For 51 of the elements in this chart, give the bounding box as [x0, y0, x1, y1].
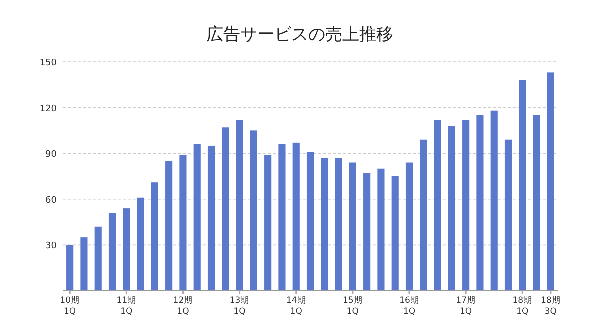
x-tick-label: 11期 1Q — [116, 295, 137, 317]
bar — [321, 158, 328, 291]
bar — [476, 115, 484, 291]
bar — [80, 238, 88, 291]
bar — [490, 110, 498, 291]
bar — [448, 126, 456, 291]
x-tick-label: 17期 1Q — [456, 295, 476, 317]
bar — [151, 182, 158, 291]
x-tick-label: 10期 1Q — [60, 295, 80, 317]
bar — [236, 120, 244, 291]
bar — [462, 120, 470, 291]
bar — [264, 155, 272, 291]
bar — [547, 72, 554, 291]
bar — [194, 144, 201, 291]
bar — [519, 80, 526, 291]
bar — [406, 162, 414, 291]
bar — [378, 168, 385, 291]
bar — [222, 128, 230, 291]
bar — [292, 142, 300, 291]
bar — [504, 140, 512, 291]
bar — [250, 130, 258, 291]
chart-title: 広告サービスの売上推移 — [206, 25, 394, 45]
x-tick-label: 14期 1Q — [286, 295, 306, 317]
bar — [306, 152, 314, 291]
bar — [66, 245, 74, 291]
y-tick-label: 30 — [46, 242, 58, 252]
y-tick-label: 120 — [40, 104, 58, 114]
bar — [392, 176, 399, 291]
bar — [180, 155, 187, 291]
bar — [364, 173, 371, 291]
y-tick-label: 90 — [46, 150, 58, 160]
bar — [166, 161, 173, 291]
bar — [278, 144, 286, 291]
bar — [434, 120, 442, 291]
bar — [335, 158, 342, 291]
y-tick-label: 150 — [40, 58, 58, 68]
x-tick-label: 18期 1Q — [512, 295, 533, 317]
x-tick-label: 12期 1Q — [173, 295, 194, 317]
bar — [94, 226, 102, 291]
x-tick-label: 16期 1Q — [400, 295, 420, 317]
x-tick-label: 15期 1Q — [343, 295, 363, 317]
x-tick-label: 18期 3Q — [541, 295, 561, 317]
bar — [137, 198, 144, 291]
bar — [533, 115, 540, 291]
bar — [108, 213, 116, 291]
bar — [208, 146, 216, 291]
y-tick-label: 60 — [46, 196, 58, 206]
bar — [123, 208, 130, 291]
bar — [349, 162, 356, 291]
x-tick-label: 13期 1Q — [230, 295, 250, 317]
bar — [420, 140, 428, 291]
